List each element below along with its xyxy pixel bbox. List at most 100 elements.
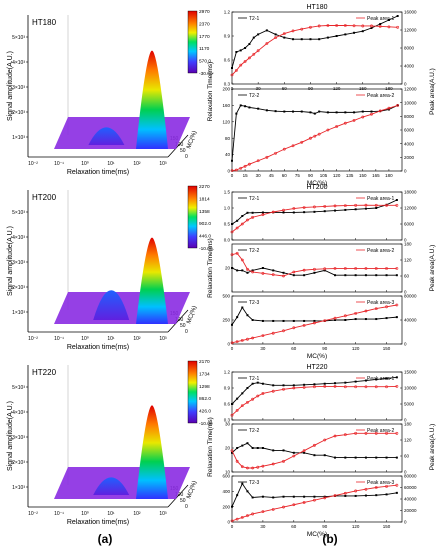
x-tick-label: 30 <box>256 173 262 178</box>
data-point-Peak area-2 <box>396 104 400 107</box>
data-point-Peak area-3 <box>261 510 265 514</box>
y-tick-label: 4×10³ <box>12 410 25 416</box>
data-point-Peak area-3 <box>313 321 316 325</box>
data-point-T2-3 <box>313 319 316 322</box>
data-point-Peak area-2 <box>243 164 247 168</box>
data-point-Peak area-2 <box>364 431 368 435</box>
data-point-Peak area-3 <box>302 323 306 327</box>
y-left-tick-label: 1.5 <box>224 190 231 195</box>
y-right-tick-label: 18000 <box>404 190 417 195</box>
data-point-T2-2 <box>300 110 303 113</box>
data-point-Peak area-1 <box>271 389 275 393</box>
y-left-tick-label: 1.0 <box>224 206 231 211</box>
line-subplot-6: HT220 0.3 0.6 0.9 1.2 0 5000 10000 15000 T2-1 Peak… <box>224 364 417 423</box>
y-tick-label: 5×10³ <box>12 35 25 41</box>
panel-label-a: (a) <box>98 532 113 546</box>
data-point-T2-2 <box>303 274 306 277</box>
data-point-T2-1 <box>292 38 295 41</box>
data-point-Peak area-3 <box>364 487 368 491</box>
x-tick-label: 0 <box>231 346 234 351</box>
colorbar-tick-label: -10.00 <box>199 421 213 427</box>
x-tick-label: 10⁻² <box>28 511 38 517</box>
data-point-Peak area-1 <box>300 27 304 31</box>
data-point-T2-2 <box>323 269 326 272</box>
x-tick-label: 10³ <box>159 511 167 517</box>
data-point-Peak area-2 <box>335 125 339 128</box>
y-tick-label: 4×10³ <box>12 235 25 241</box>
y-tick-label: 1×10³ <box>12 135 25 141</box>
data-point-Peak area-1 <box>282 387 285 391</box>
colorbar-tick-label: 2270 <box>199 184 210 190</box>
data-point-T2-1 <box>344 381 347 384</box>
y-right-tick-label: 0 <box>404 238 407 243</box>
data-point-Peak area-3 <box>261 334 265 338</box>
line-subplot-4: 20 0 60 120 180 T2-2 Peak area-2 <box>225 242 412 295</box>
data-point-Peak area-2 <box>313 267 316 271</box>
data-point-T2-1 <box>248 43 251 45</box>
data-point-T2-2 <box>395 456 398 459</box>
data-point-T2-1 <box>246 387 249 389</box>
data-point-Peak area-1 <box>317 24 321 28</box>
data-point-T2-3 <box>364 318 367 321</box>
data-point-Peak area-3 <box>251 336 255 340</box>
series-line-Peak area-2 <box>231 104 398 172</box>
data-point-T2-1 <box>323 382 326 385</box>
colorbar-tick-label: 862.0 <box>199 396 211 402</box>
data-point-Peak area-1 <box>374 203 378 207</box>
data-point-T2-2 <box>236 447 239 449</box>
series-line-Peak area-1 <box>231 385 397 416</box>
plot-frame <box>231 11 403 85</box>
data-point-T2-2 <box>282 271 285 274</box>
data-point-Peak area-2 <box>292 454 296 458</box>
y-left-tick-label: 0.5 <box>224 222 231 227</box>
y-left-tick-label: 0.3 <box>224 82 231 87</box>
x-axis-label: Relaxation time(ms) <box>67 344 129 351</box>
data-point-T2-1 <box>313 383 316 386</box>
data-point-Peak area-3 <box>395 483 399 487</box>
data-point-T2-2 <box>323 454 326 457</box>
surface-panel-HT200: HT200 5×10³ 4×10³ 3×10³ 2×10³ 1×10³ Signal amp… <box>7 184 213 351</box>
data-point-Peak area-3 <box>333 316 337 320</box>
y-left-tick-label: 0.9 <box>224 386 231 391</box>
y-right-tick-label: 10000 <box>404 100 417 105</box>
y-left-tick-label: 200 <box>222 504 230 509</box>
x-tick-label: 180 <box>385 173 393 178</box>
left-panels: HT180 5×10³ 4×10³ 3×10³ 2×10³ 1×10³ Signal amp… <box>7 9 213 526</box>
legend-label: T2-2 <box>249 428 260 434</box>
data-point-Peak area-1 <box>333 204 337 208</box>
x-axis-label: MC(%) <box>307 180 327 187</box>
data-point-T2-1 <box>236 219 239 222</box>
data-point-T2-3 <box>354 318 357 321</box>
colorbar-tick-label: 426.0 <box>199 409 211 415</box>
data-point-Peak area-1 <box>370 24 373 28</box>
data-point-T2-1 <box>261 211 264 214</box>
data-point-Peak area-3 <box>240 516 244 519</box>
data-point-Peak area-1 <box>292 207 296 210</box>
data-point-Peak area-3 <box>282 505 285 509</box>
data-point-Peak area-3 <box>271 331 275 335</box>
x-tick-label: 165 <box>372 173 380 178</box>
y-right-tick-label: 4000 <box>404 64 415 69</box>
data-point-T2-2 <box>313 454 316 457</box>
data-point-T2-3 <box>261 319 264 322</box>
data-point-Peak area-1 <box>274 36 277 40</box>
legend-label: Peak area-1 <box>367 16 394 22</box>
y-right-tick-label: 40000 <box>404 318 417 323</box>
data-point-T2-2 <box>353 111 356 114</box>
data-point-Peak area-3 <box>271 507 275 511</box>
data-point-Peak area-1 <box>282 208 285 212</box>
data-point-Peak area-2 <box>313 443 316 447</box>
mc-tick-label: 0 <box>185 329 188 335</box>
data-point-T2-2 <box>375 456 378 459</box>
x-tick-label: 10⁻¹ <box>54 511 64 517</box>
x-tick-label: 150 <box>359 86 367 91</box>
data-point-Peak area-2 <box>235 459 239 463</box>
data-point-Peak area-2 <box>326 128 330 132</box>
data-point-Peak area-2 <box>343 121 347 125</box>
data-point-Peak area-1 <box>282 32 286 36</box>
y-right-tick-label: 180 <box>404 422 412 427</box>
surface-main-peak <box>136 50 168 149</box>
data-point-T2-3 <box>246 490 249 493</box>
data-point-Peak area-1 <box>352 24 356 28</box>
